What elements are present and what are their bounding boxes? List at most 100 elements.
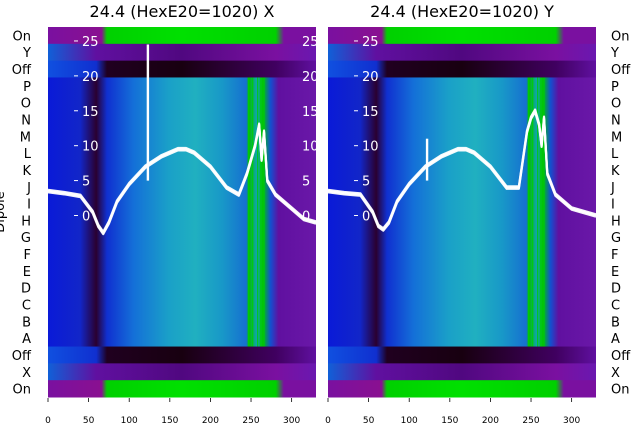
- heatmap-row-a: [48, 329, 316, 348]
- y-tick-label: Off: [12, 63, 32, 78]
- y-tick-label-right: L: [611, 147, 619, 162]
- x-tick-label: 200: [202, 416, 219, 426]
- x-tick-label: 50: [363, 416, 375, 426]
- heatmap-row-b: [48, 312, 316, 331]
- heatmap-row-x: [48, 363, 316, 381]
- heatmap-row-off: [328, 60, 596, 78]
- heatmap-row-off: [328, 346, 596, 364]
- y-tick-label: X: [22, 366, 31, 381]
- overlay-tick-label: 5: [362, 175, 370, 190]
- chart-title-y: 24.4 (HexE20=1020) Y: [370, 2, 554, 21]
- heatmap-row-d: [48, 279, 316, 297]
- overlay-tick-label-right: 20: [302, 70, 319, 85]
- heatmap-row-c: [328, 296, 596, 314]
- overlay-tick-label-right: 25: [302, 35, 319, 50]
- y-tick-label-right: Off: [611, 63, 631, 78]
- heatmap-row-b: [328, 312, 596, 331]
- overlay-series-line: [327, 108, 597, 230]
- heatmap-row-on: [328, 380, 596, 398]
- y-tick-label: Y: [22, 46, 31, 61]
- overlay-series-line: [47, 122, 317, 233]
- y-tick-label-right: On: [611, 383, 629, 398]
- heatmap-row-c: [48, 296, 316, 314]
- y-tick-label-right: M: [611, 130, 622, 145]
- y-tick-label-right: P: [611, 80, 619, 95]
- x-tick-label: 300: [563, 416, 580, 426]
- x-tick-label: 250: [242, 416, 259, 426]
- heatmap-row-f: [48, 245, 316, 263]
- y-tick-label-right: K: [611, 164, 620, 179]
- heatmap-row-e: [328, 262, 596, 280]
- x-tick-label: 100: [121, 416, 138, 426]
- heatmap-row-off: [48, 60, 316, 78]
- overlay-tick-label: 20: [362, 70, 379, 85]
- y-tick-label: A: [22, 332, 31, 347]
- y-tick-label: L: [24, 147, 32, 162]
- y-tick-label-right: C: [611, 299, 620, 314]
- y-tick-label: J: [26, 181, 31, 196]
- x-tick-label: 50: [83, 416, 95, 426]
- y-tick-label-right: H: [611, 214, 621, 229]
- y-tick-label: D: [21, 282, 31, 297]
- y-tick-label-right: O: [611, 97, 621, 112]
- y-tick-label: B: [22, 315, 31, 330]
- heatmap-row-a: [328, 329, 596, 348]
- overlay-tick-label: 10: [362, 140, 379, 155]
- y-tick-label-right: E: [611, 265, 619, 280]
- y-tick-label: I: [27, 198, 31, 213]
- x-tick-label: 0: [325, 416, 331, 426]
- heatmap-row-x: [328, 363, 596, 381]
- y-tick-label: On: [13, 29, 31, 44]
- overlay-tick-label-right: 0: [302, 209, 310, 224]
- x-tick-label: 150: [441, 416, 458, 426]
- overlay-tick-label: 10: [82, 140, 99, 155]
- overlay-tick-label: 20: [82, 70, 99, 85]
- x-tick-label: 100: [401, 416, 418, 426]
- heatmap-row-on: [48, 380, 316, 398]
- heatmap-row-off: [48, 346, 316, 364]
- overlay-tick-label-right: 15: [302, 105, 319, 120]
- y-tick-label: H: [21, 214, 31, 229]
- heatmap-row-e: [48, 262, 316, 280]
- overlay-tick-label: 15: [82, 105, 99, 120]
- y-tick-label-right: F: [611, 248, 618, 263]
- overlay-tick-label-right: 10: [302, 140, 319, 155]
- x-tick-label: 200: [482, 416, 499, 426]
- overlay-tick-label: 0: [82, 209, 90, 224]
- y-tick-label-right: Y: [610, 46, 619, 61]
- y-tick-label: E: [23, 265, 31, 280]
- y-tick-label: M: [20, 130, 31, 145]
- y-tick-label-right: B: [611, 315, 620, 330]
- y-tick-label: On: [13, 383, 31, 398]
- heatmap-row-y: [48, 43, 316, 62]
- y-tick-label: N: [21, 114, 31, 129]
- y-tick-label-right: A: [611, 332, 620, 347]
- y-tick-label-right: On: [611, 29, 629, 44]
- y-tick-label-right: N: [611, 114, 621, 129]
- heatmap-row-on: [328, 27, 596, 45]
- heatmap-row-g: [48, 228, 316, 247]
- y-axis-label: Dipole: [0, 191, 8, 232]
- heatmap-row-g: [328, 228, 596, 247]
- y-tick-label-right: I: [611, 198, 615, 213]
- y-tick-label-right: J: [610, 181, 615, 196]
- overlay-tick-label: 0: [362, 209, 370, 224]
- y-tick-label: C: [22, 299, 31, 314]
- y-tick-label-right: X: [611, 366, 620, 381]
- x-tick-label: 250: [522, 416, 539, 426]
- x-tick-label: 150: [161, 416, 178, 426]
- y-tick-label: O: [21, 97, 31, 112]
- overlay-tick-label: 5: [82, 175, 90, 190]
- y-tick-label-right: Off: [611, 349, 631, 364]
- heatmap-row-d: [328, 279, 596, 297]
- y-tick-label: F: [24, 248, 31, 263]
- x-tick-label: 300: [283, 416, 300, 426]
- overlay-tick-label: 15: [362, 105, 379, 120]
- overlay-tick-label: 25: [82, 35, 99, 50]
